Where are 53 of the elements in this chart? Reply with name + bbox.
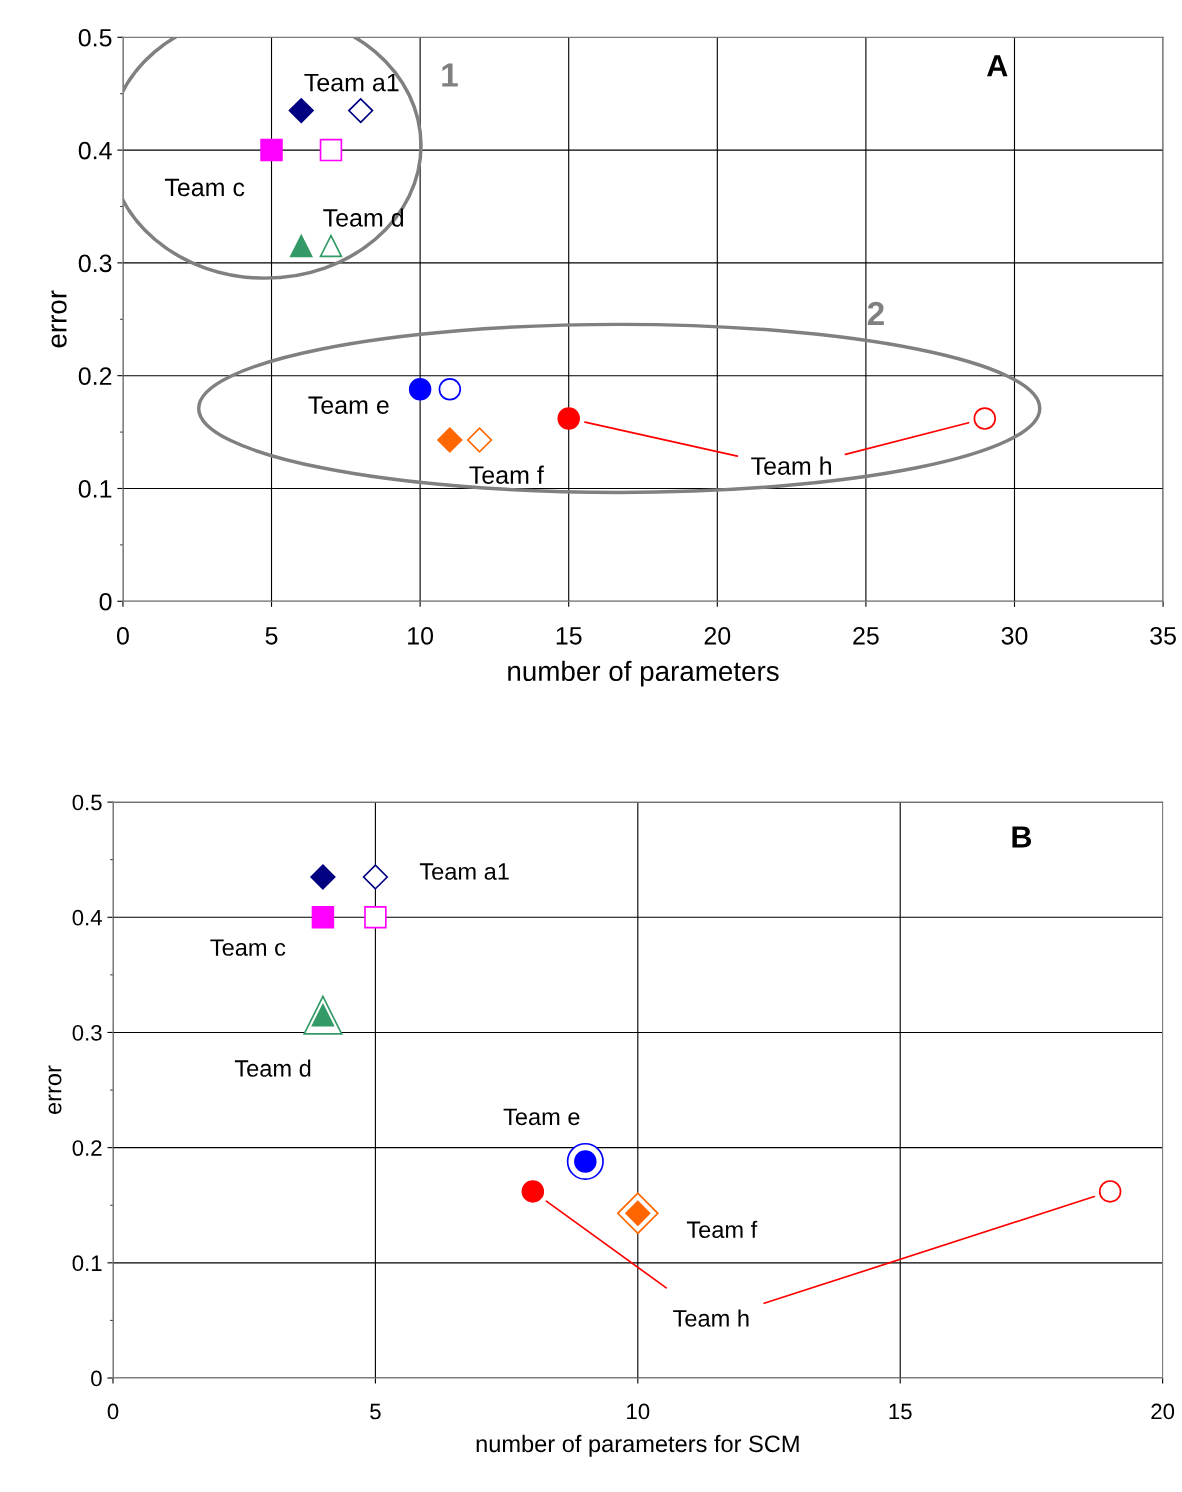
point	[288, 97, 314, 124]
point	[311, 906, 335, 929]
x-tick-label: 0	[116, 626, 129, 645]
x-axis-title: number of parameters for SCM	[476, 1434, 799, 1457]
series-label: Team a1	[304, 73, 399, 92]
y-axis-title: error	[51, 290, 67, 348]
x-tick-label: 15	[556, 627, 582, 645]
series-label: Team e	[503, 1108, 580, 1126]
x-tick-label: 35	[1150, 626, 1176, 645]
annotation: A	[987, 55, 1008, 77]
annotation: B	[1012, 826, 1032, 848]
y-tick-label: 0.4	[72, 909, 102, 926]
y-tick-label: 0	[91, 1370, 102, 1387]
point	[310, 864, 336, 890]
x-tick-label: 30	[1001, 626, 1028, 645]
point	[437, 427, 463, 453]
y-tick-label: 0.4	[78, 141, 112, 160]
y-tick-label: 0.3	[72, 1025, 102, 1041]
point	[260, 138, 283, 162]
x-tick-label: 20	[1151, 1403, 1175, 1420]
x-tick-label: 20	[704, 626, 731, 645]
annotation: 2	[867, 301, 884, 326]
series-label: Team f	[469, 465, 544, 484]
y-tick-label: 0.5	[72, 794, 102, 811]
point	[408, 377, 432, 401]
x-tick-label: 5	[265, 627, 278, 645]
series-label: Team d	[323, 208, 404, 227]
text: Team h	[673, 1309, 749, 1327]
text: Team h	[751, 456, 831, 475]
y-axis-title: error	[48, 1065, 62, 1114]
series-label: Team c	[210, 939, 286, 956]
x-tick-label: 10	[627, 1403, 650, 1420]
series-label: Team a1	[419, 863, 509, 880]
annotation: 1	[442, 63, 458, 87]
series-label: Team e	[308, 396, 389, 414]
y-tick-label: 0.2	[78, 367, 112, 385]
y-tick-label: 0.2	[72, 1140, 102, 1156]
y-tick-label: 0.5	[78, 28, 112, 47]
y-tick-label: 0.1	[72, 1255, 102, 1272]
y-tick-label: 0.1	[78, 480, 112, 498]
y-tick-label: 0	[99, 592, 112, 611]
point	[557, 407, 580, 430]
point	[521, 1180, 545, 1203]
series-label: Team d	[234, 1059, 311, 1077]
series-label: Team f	[686, 1220, 758, 1239]
x-tick-label: 5	[370, 1403, 381, 1420]
point	[289, 234, 313, 258]
x-tick-label: 10	[408, 626, 434, 645]
series-label: Team c	[164, 178, 245, 197]
x-tick-label: 15	[889, 1403, 912, 1420]
x-axis-title: number of parameters	[508, 660, 779, 687]
y-tick-label: 0.3	[78, 254, 112, 273]
x-tick-label: 25	[853, 626, 879, 645]
